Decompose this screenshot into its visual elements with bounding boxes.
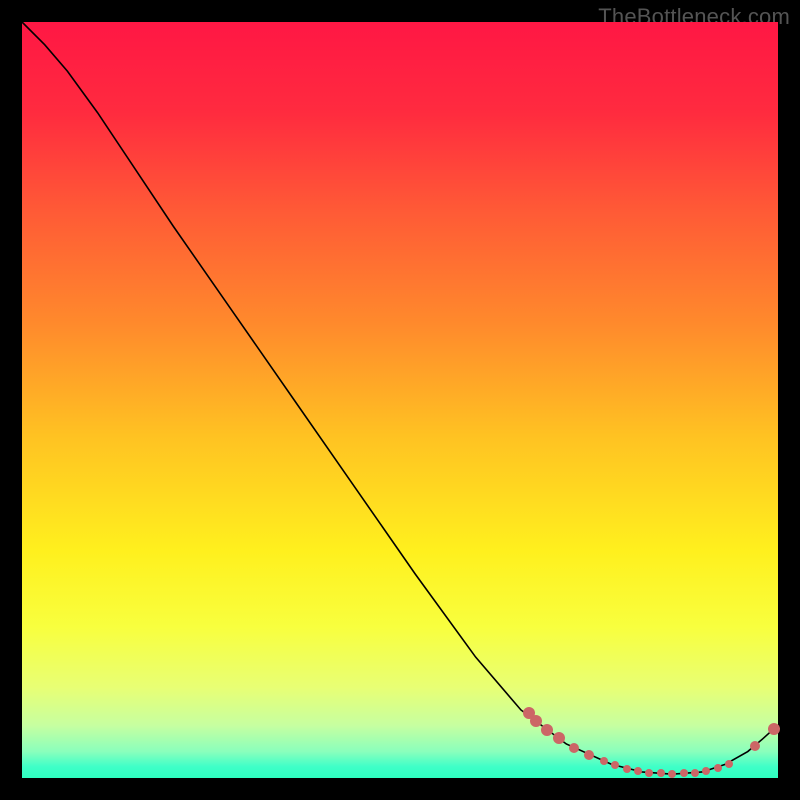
data-marker [691, 769, 699, 777]
markers-layer [22, 22, 778, 778]
data-marker [611, 761, 619, 769]
data-marker [600, 757, 608, 765]
data-marker [680, 769, 688, 777]
data-marker [657, 769, 665, 777]
data-marker [634, 767, 642, 775]
data-marker [530, 715, 542, 727]
data-marker [750, 741, 760, 751]
data-marker [668, 770, 676, 778]
data-marker [584, 750, 594, 760]
data-marker [553, 732, 565, 744]
data-marker [569, 743, 579, 753]
data-marker [645, 769, 653, 777]
chart-container: TheBottleneck.com [0, 0, 800, 800]
data-marker [623, 765, 631, 773]
data-marker [702, 767, 710, 775]
data-marker [541, 724, 553, 736]
data-marker [714, 764, 722, 772]
data-marker [768, 723, 780, 735]
plot-area [22, 22, 778, 778]
data-marker [725, 760, 733, 768]
